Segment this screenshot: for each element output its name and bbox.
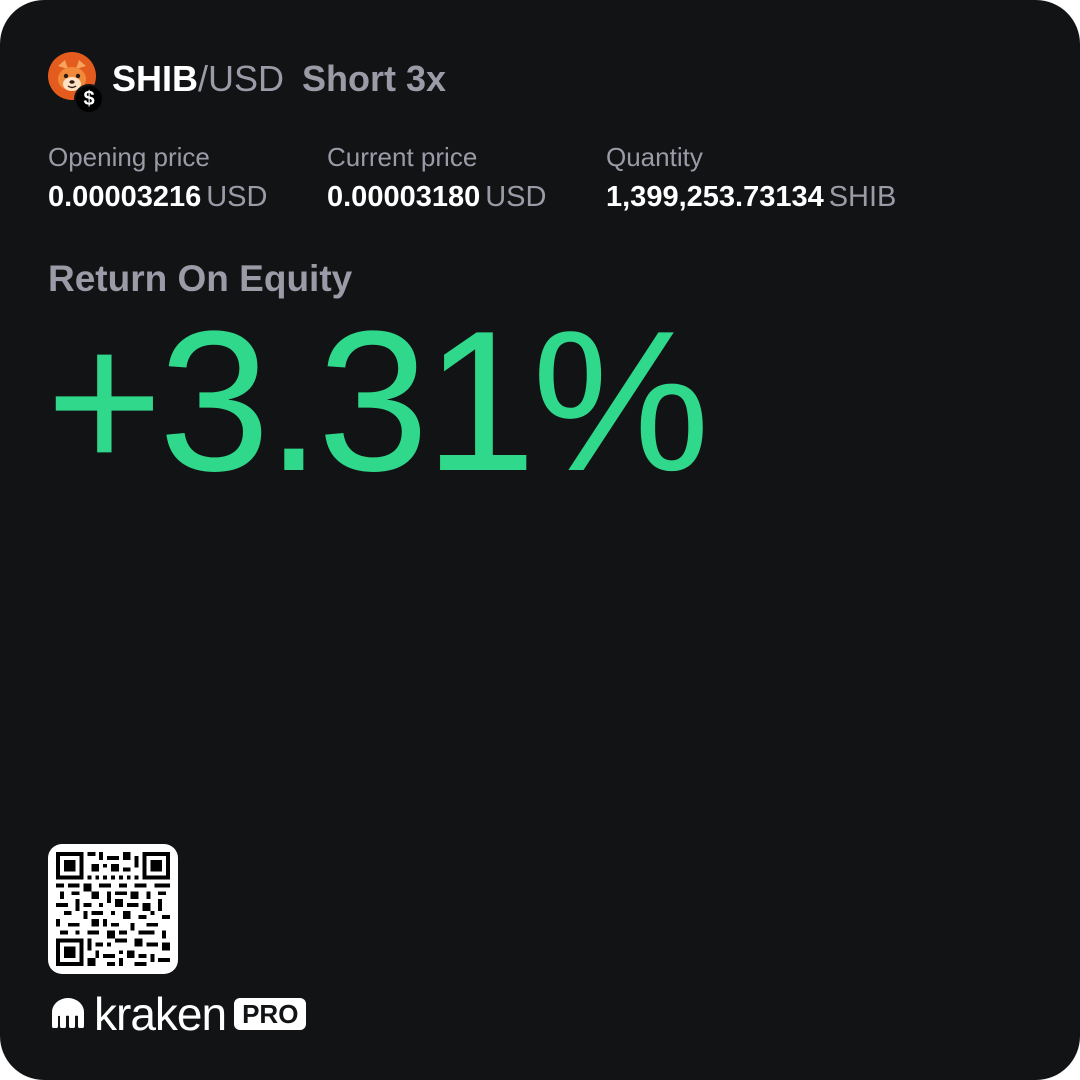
- kraken-wordmark: kraken: [94, 988, 227, 1040]
- roe-value: +3.31%: [46, 290, 710, 513]
- stat-unit: SHIB: [828, 181, 897, 213]
- kraken-pro-logo: kraken PRO: [48, 988, 307, 1040]
- position-label: Short 3x: [302, 58, 447, 99]
- stat-unit: USD: [206, 181, 268, 213]
- stat-value: 1,399,253.73134: [606, 181, 824, 213]
- pro-badge: PRO: [234, 998, 307, 1030]
- stat-quantity: Quantity 1,399,253.73134 SHIB: [606, 142, 896, 219]
- stat-current-price: Current price 0.00003180 USD: [327, 142, 546, 219]
- kraken-logo-icon: [48, 996, 88, 1033]
- stat-value: 0.00003216: [48, 181, 202, 213]
- pair-base: SHIB: [112, 58, 199, 99]
- stat-unit: USD: [485, 181, 547, 213]
- stat-opening-price: Opening price 0.00003216 USD: [48, 142, 267, 219]
- shiba-inu-icon: $: [48, 52, 104, 114]
- stat-label: Current price: [327, 142, 478, 172]
- stat-label: Opening price: [48, 142, 210, 172]
- dollar-icon: $: [74, 84, 104, 114]
- stat-label: Quantity: [606, 142, 703, 172]
- qr-code-icon[interactable]: [48, 844, 178, 974]
- pair-quote: /USD: [198, 58, 285, 99]
- stat-value: 0.00003180: [327, 181, 481, 213]
- roe-label: Return On Equity: [48, 258, 353, 299]
- pair-header: $ SHIB /USD Short 3x: [48, 48, 447, 114]
